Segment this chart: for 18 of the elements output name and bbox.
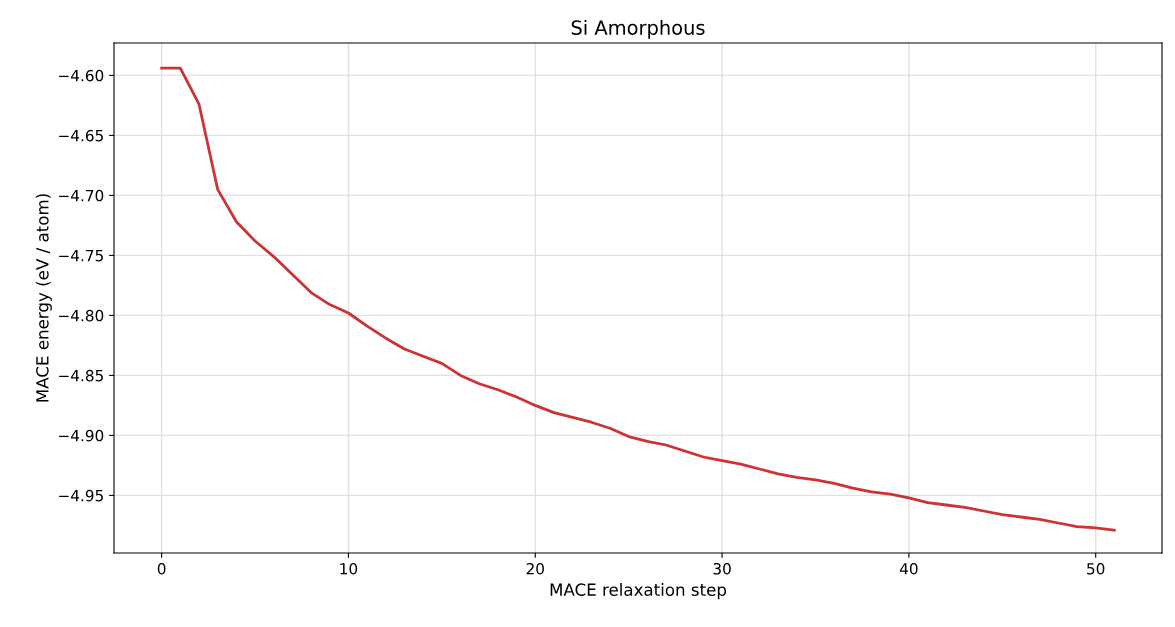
y-tick-label: −4.90 <box>59 429 104 442</box>
x-tick-label: 30 <box>713 562 731 575</box>
y-tick-label: −4.80 <box>59 309 104 322</box>
x-tick-label: 40 <box>899 562 918 575</box>
x-tick-label: 50 <box>1087 562 1105 575</box>
chart-title: Si Amorphous <box>571 19 705 39</box>
y-tick-label: −4.85 <box>59 369 103 382</box>
x-tick-label: 0 <box>157 562 166 575</box>
y-tick-label: −4.95 <box>59 489 103 502</box>
line-series <box>160 66 1116 532</box>
y-tick-label: −4.70 <box>59 189 104 202</box>
y-tick-label: −4.60 <box>59 69 104 82</box>
x-axis-title: MACE relaxation step <box>550 583 727 600</box>
y-tick-label: −4.65 <box>59 129 103 142</box>
x-tick-label: 20 <box>526 562 544 575</box>
y-tick-label: −4.75 <box>59 250 103 262</box>
x-tick-label: 10 <box>340 562 358 575</box>
y-axis-title: MACE energy (eV / atom) <box>35 194 52 402</box>
